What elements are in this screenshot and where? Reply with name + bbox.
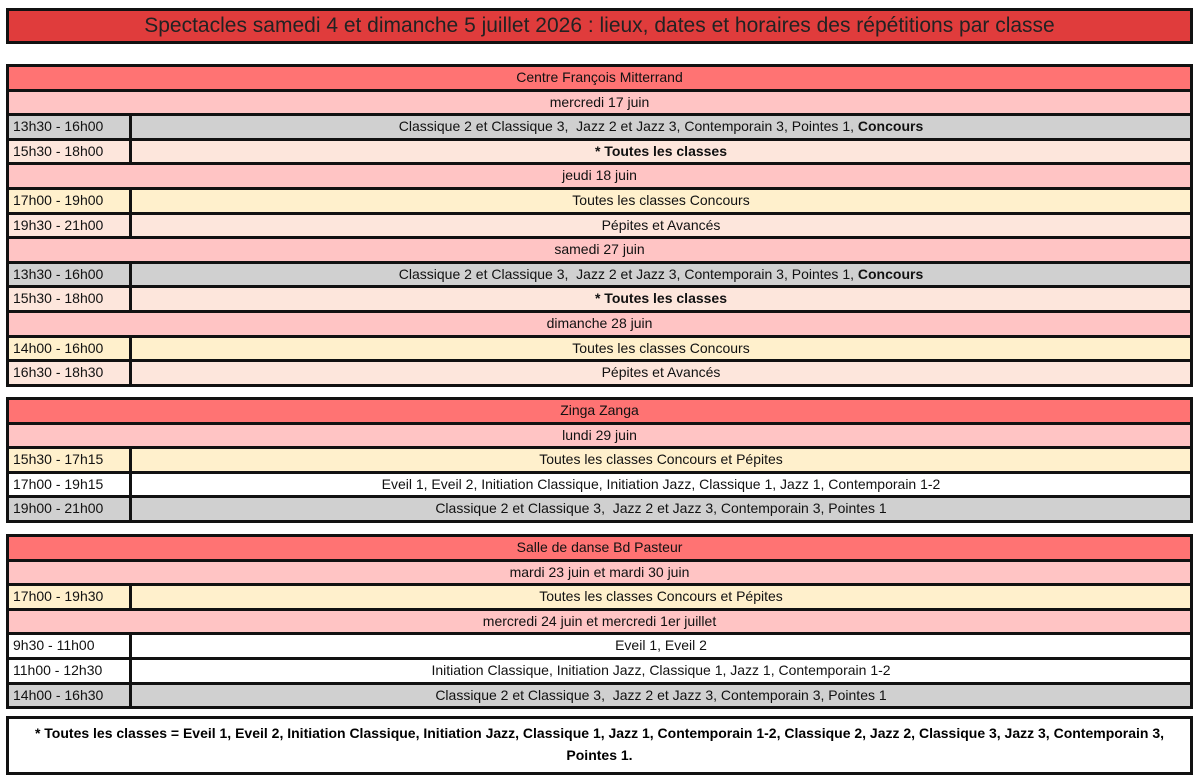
- time-slot: 17h00 - 19h00: [9, 189, 129, 212]
- classes-text: Toutes les classes Concours: [572, 339, 750, 356]
- time-slot: 11h00 - 12h30: [9, 659, 129, 682]
- classes-text: Pépites et Avancés: [601, 364, 721, 381]
- venue-name: Centre François Mitterrand: [9, 67, 1190, 89]
- day-label: lundi 29 juin: [9, 424, 1190, 447]
- time-slot: 13h30 - 16h00: [9, 116, 129, 138]
- schedule-row: 15h30 - 18h00 * Toutes les classes: [9, 288, 1190, 310]
- classes-cell: Classique 2 et Classique 3, Jazz 2 et Ja…: [132, 498, 1190, 520]
- day-header: lundi 29 juin: [9, 424, 1190, 447]
- classes-cell: Classique 2 et Classique 3, Jazz 2 et Ja…: [132, 263, 1190, 286]
- schedule-row: 11h00 - 12h30 Initiation Classique, Initi…: [9, 659, 1190, 682]
- classes-text-bold: Concours: [857, 265, 924, 282]
- venue-header: Centre François Mitterrand: [9, 67, 1190, 89]
- time-slot: 14h00 - 16h30: [9, 684, 129, 707]
- classes-text: Toutes les classes Concours: [572, 191, 750, 208]
- day-header: mercredi 24 juin et mercredi 1er juillet: [9, 610, 1190, 633]
- schedule-row: 15h30 - 17h15 Toutes les classes Concours…: [9, 449, 1190, 471]
- day-header: jeudi 18 juin: [9, 165, 1190, 187]
- classes-text: Eveil 1, Eveil 2: [615, 637, 707, 654]
- day-label: jeudi 18 juin: [9, 165, 1190, 187]
- time-slot: 19h00 - 21h00: [9, 498, 129, 520]
- day-label: mercredi 17 juin: [9, 91, 1190, 114]
- classes-text: Initiation Classique, Initiation Jazz, C…: [431, 661, 891, 678]
- venue-name: Zinga Zanga: [9, 400, 1190, 422]
- day-label: samedi 27 juin: [9, 239, 1190, 261]
- day-header: mardi 23 juin et mardi 30 juin: [9, 561, 1190, 584]
- schedule-row: 16h30 - 18h30 Pépites et Avancés: [9, 362, 1190, 384]
- venue-header: Salle de danse Bd Pasteur: [9, 537, 1190, 559]
- classes-cell: Classique 2 et Classique 3, Jazz 2 et Ja…: [132, 116, 1190, 138]
- schedule-row: 17h00 - 19h00 Toutes les classes Concours: [9, 189, 1190, 212]
- page-title: Spectacles samedi 4 et dimanche 5 juille…: [6, 8, 1193, 44]
- classes-cell: * Toutes les classes: [132, 288, 1190, 310]
- classes-cell: Eveil 1, Eveil 2: [132, 635, 1190, 657]
- classes-text-bold: * Toutes les classes: [594, 142, 728, 159]
- day-label: dimanche 28 juin: [9, 312, 1190, 335]
- day-label: mardi 23 juin et mardi 30 juin: [9, 561, 1190, 584]
- classes-cell: Toutes les classes Concours et Pépites: [132, 586, 1190, 608]
- classes-text: Toutes les classes Concours et Pépites: [539, 451, 783, 468]
- day-label: mercredi 24 juin et mercredi 1er juillet: [9, 610, 1190, 633]
- day-header: dimanche 28 juin: [9, 312, 1190, 335]
- section-centre-francois-mitterrand: Centre François Mitterrand mercredi 17 ju…: [6, 64, 1193, 387]
- schedule-row: 17h00 - 19h30 Toutes les classes Concours…: [9, 586, 1190, 608]
- classes-cell: Toutes les classes Concours et Pépites: [132, 449, 1190, 471]
- classes-text: Classique 2 et Classique 3, Jazz 2 et Ja…: [398, 118, 858, 135]
- section-salle-de-danse: Salle de danse Bd Pasteur mardi 23 juin e…: [6, 534, 1193, 710]
- classes-text: Eveil 1, Eveil 2, Initiation Classique, …: [381, 475, 941, 492]
- classes-cell: Pépites et Avancés: [132, 214, 1190, 237]
- schedule-row: 9h30 - 11h00 Eveil 1, Eveil 2: [9, 635, 1190, 657]
- classes-text: Pépites et Avancés: [601, 216, 721, 233]
- classes-cell: Classique 2 et Classique 3, Jazz 2 et Ja…: [132, 684, 1190, 707]
- schedule-row: 19h00 - 21h00 Classique 2 et Classique 3,…: [9, 498, 1190, 520]
- time-slot: 17h00 - 19h30: [9, 586, 129, 608]
- time-slot: 17h00 - 19h15: [9, 473, 129, 496]
- classes-text: Classique 2 et Classique 3, Jazz 2 et Ja…: [435, 500, 887, 517]
- time-slot: 13h30 - 16h00: [9, 263, 129, 286]
- schedule-row: 14h00 - 16h00 Toutes les classes Concours: [9, 337, 1190, 360]
- venue-header: Zinga Zanga: [9, 400, 1190, 422]
- venue-name: Salle de danse Bd Pasteur: [9, 537, 1190, 559]
- time-slot: 15h30 - 17h15: [9, 449, 129, 471]
- time-slot: 16h30 - 18h30: [9, 362, 129, 384]
- classes-cell: Toutes les classes Concours: [132, 337, 1190, 360]
- classes-cell: Initiation Classique, Initiation Jazz, C…: [132, 659, 1190, 682]
- section-zinga-zanga: Zinga Zanga lundi 29 juin 15h30 - 17h15 Tou…: [6, 397, 1193, 523]
- classes-cell: Eveil 1, Eveil 2, Initiation Classique, …: [132, 473, 1190, 496]
- schedule-row: 15h30 - 18h00 * Toutes les classes: [9, 140, 1190, 163]
- classes-text: Classique 2 et Classique 3, Jazz 2 et Ja…: [398, 265, 858, 282]
- footnote: * Toutes les classes = Eveil 1, Eveil 2,…: [6, 716, 1193, 775]
- schedule-row: 13h30 - 16h00 Classique 2 et Classique 3,…: [9, 263, 1190, 286]
- classes-cell: * Toutes les classes: [132, 140, 1190, 163]
- time-slot: 19h30 - 21h00: [9, 214, 129, 237]
- classes-text: Toutes les classes Concours et Pépites: [539, 588, 783, 605]
- day-header: samedi 27 juin: [9, 239, 1190, 261]
- schedule-row: 19h30 - 21h00 Pépites et Avancés: [9, 214, 1190, 237]
- schedule-row: 13h30 - 16h00 Classique 2 et Classique 3,…: [9, 116, 1190, 138]
- classes-text: Classique 2 et Classique 3, Jazz 2 et Ja…: [435, 686, 887, 703]
- classes-text-bold: Concours: [857, 118, 924, 135]
- schedule-row: 17h00 - 19h15 Eveil 1, Eveil 2, Initiatio…: [9, 473, 1190, 496]
- time-slot: 9h30 - 11h00: [9, 635, 129, 657]
- classes-text-bold: * Toutes les classes: [594, 290, 728, 307]
- time-slot: 15h30 - 18h00: [9, 288, 129, 310]
- schedule-row: 14h00 - 16h30 Classique 2 et Classique 3,…: [9, 684, 1190, 707]
- classes-cell: Toutes les classes Concours: [132, 189, 1190, 212]
- day-header: mercredi 17 juin: [9, 91, 1190, 114]
- time-slot: 15h30 - 18h00: [9, 140, 129, 163]
- time-slot: 14h00 - 16h00: [9, 337, 129, 360]
- classes-cell: Pépites et Avancés: [132, 362, 1190, 384]
